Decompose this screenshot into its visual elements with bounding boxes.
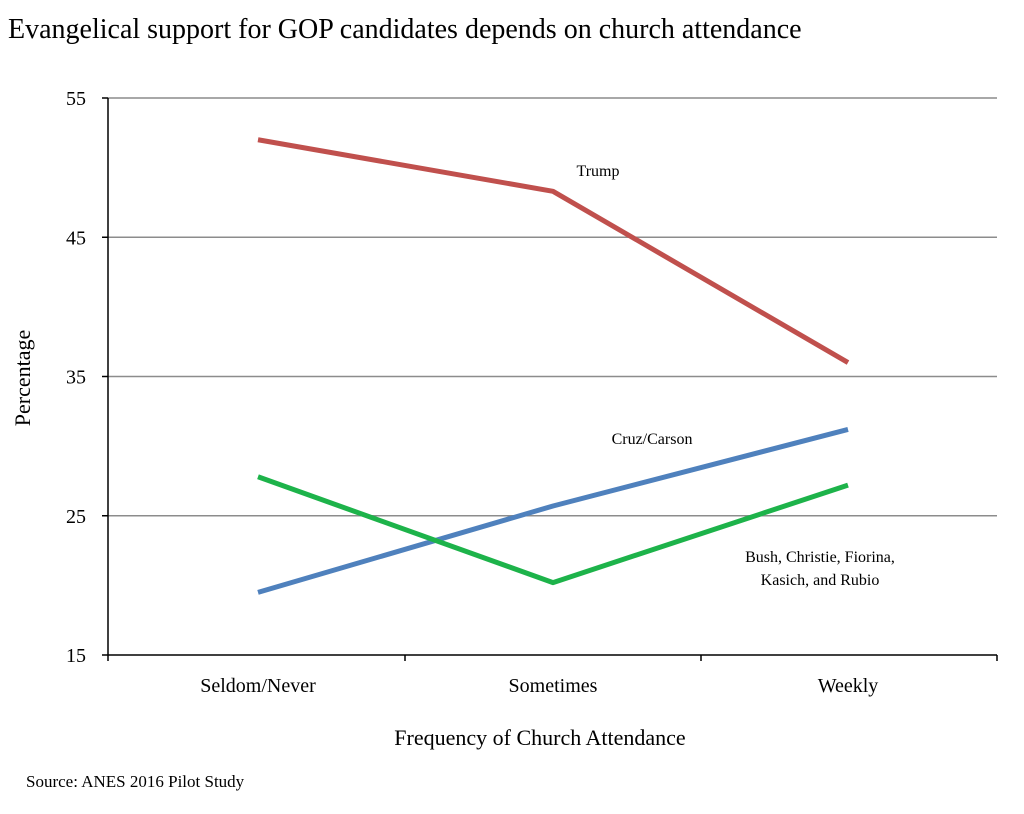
series-line-2 (257, 474, 849, 586)
series-lines (257, 137, 850, 595)
series-labels: Trump Cruz/Carson Bush, Christie, Fiorina,… (577, 163, 895, 589)
y-tick-label: 55 (66, 88, 86, 110)
x-tick-label: Sometimes (509, 675, 598, 697)
y-tick-labels: 15 25 35 45 55 (66, 88, 86, 667)
x-axis-title: Frequency of Church Attendance (394, 725, 685, 750)
gridlines (108, 97, 997, 517)
series-line-0 (257, 137, 850, 365)
series-label: Kasich, and Rubio (761, 572, 880, 589)
x-tick-label: Weekly (818, 675, 879, 697)
series-label: Trump (577, 163, 620, 180)
y-tick-label: 25 (66, 506, 86, 528)
series-label: Bush, Christie, Fiorina, (745, 549, 895, 566)
x-tick-label: Seldom/Never (200, 675, 316, 697)
y-tick-label: 45 (66, 227, 86, 249)
series-line-1 (257, 426, 849, 595)
y-tick-label: 35 (66, 367, 86, 389)
source-note: Source: ANES 2016 Pilot Study (26, 772, 245, 791)
y-axis-title: Percentage (10, 330, 35, 427)
axes (102, 97, 998, 661)
x-tick-labels: Seldom/Never Sometimes Weekly (200, 675, 878, 697)
series-label: Cruz/Carson (612, 431, 693, 448)
y-tick-label: 15 (66, 645, 86, 667)
chart-title: Evangelical support for GOP candidates d… (8, 14, 802, 45)
